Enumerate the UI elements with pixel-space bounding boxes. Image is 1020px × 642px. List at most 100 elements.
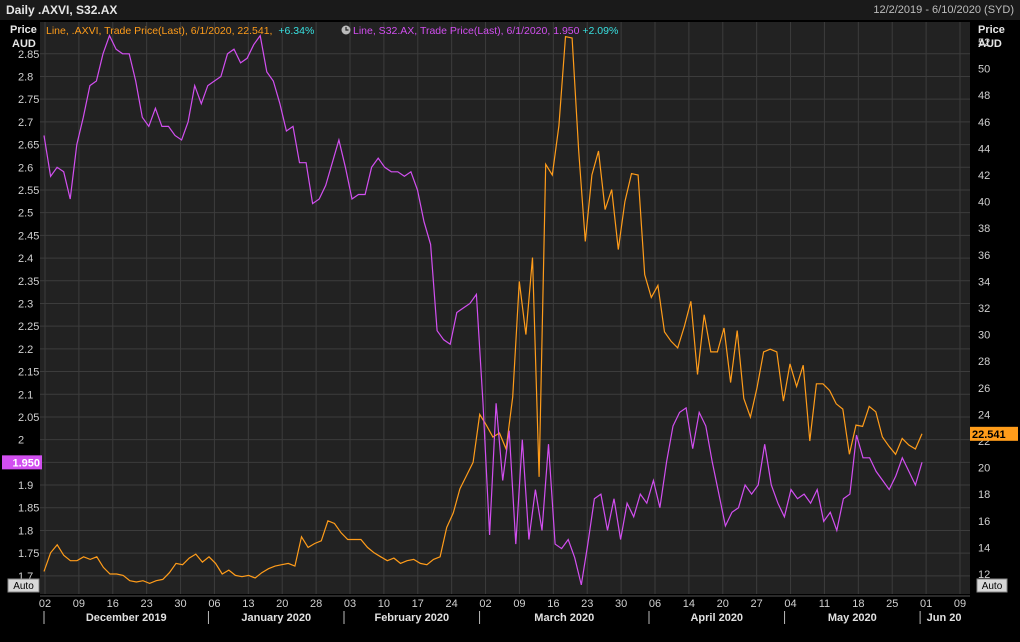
right-tick-label: 38 [978,223,990,235]
left-axis-title-price: Price [10,24,37,36]
month-label: Jun 20 [927,612,962,624]
x-tick-label: 18 [852,598,864,610]
x-tick-label: 28 [310,598,322,610]
x-tick-label: 17 [412,598,424,610]
x-tick-label: 03 [344,598,356,610]
left-tick-label: 2.65 [18,140,39,152]
left-tick-label: 2.3 [18,298,33,310]
right-tick-label: 52 [978,37,990,49]
x-tick-label: 23 [581,598,593,610]
clock-icon [341,25,351,35]
x-tick-label: 11 [819,598,830,610]
x-tick-label: 09 [954,598,966,610]
right-tick-label: 18 [978,489,990,501]
x-tick-label: 06 [649,598,661,610]
price-chart[interactable]: Line, .AXVI, Trade Price(Last), 6/1/2020… [0,20,1020,642]
legend-axvi: Line, .AXVI, Trade Price(Last), 6/1/2020… [46,25,272,37]
right-tick-label: 20 [978,463,990,475]
right-tick-label: 40 [978,197,990,209]
legend-2: Line, S32.AX, Trade Price(Last), 6/1/202… [353,25,618,37]
x-tick-label: 16 [107,598,119,610]
x-tick-label: 20 [717,598,729,610]
right-tick-label: 36 [978,250,990,262]
left-tick-label: 2.2 [18,344,33,356]
left-tick-label: 1.8 [18,525,33,537]
left-tick-label: 2.85 [18,49,39,61]
left-tick-label: 2.8 [18,71,33,83]
month-label: February 2020 [374,612,449,624]
x-tick-label: 02 [39,598,51,610]
right-tick-label: 50 [978,64,990,76]
right-tick-label: 14 [978,542,990,554]
series-line-s32 [43,34,923,586]
right-tick-label: 16 [978,516,990,528]
x-tick-label: 16 [547,598,559,610]
month-label: May 2020 [828,612,877,624]
month-label: March 2020 [534,612,594,624]
x-tick-label: 10 [378,598,390,610]
left-tick-label: 2 [18,435,24,447]
auto-scale-left-button[interactable]: Auto [7,578,40,593]
left-tick-label: 2.7 [18,117,33,129]
title-bar: Daily .AXVI, S32.AX 12/2/2019 - 6/10/202… [0,0,1020,21]
left-axis: 1.71.751.81.851.91.9522.052.12.152.22.25… [18,49,39,583]
x-tick-label: 02 [479,598,491,610]
legend-axvi-change: +6.34% [278,25,314,37]
x-tick-label: 23 [141,598,153,610]
left-tick-label: 1.9 [18,480,33,492]
left-tick-label: 2.1 [18,389,33,401]
right-axis: 1214161820222426283032343638404244464850… [978,37,990,581]
svg-text:Auto: Auto [13,581,34,592]
right-tick-label: 12 [978,569,990,581]
x-tick-label: 06 [208,598,220,610]
auto-scale-right-button[interactable]: Auto [976,578,1008,593]
right-tick-label: 34 [978,276,990,288]
left-tick-label: 2.45 [18,230,39,242]
right-tick-label: 46 [978,117,990,129]
x-tick-label: 13 [242,598,254,610]
x-tick-label: 04 [784,598,796,610]
legend: Line, .AXVI, Trade Price(Last), 6/1/2020… [46,25,314,37]
left-tick-label: 2.05 [18,412,39,424]
left-tick-label: 1.85 [18,503,39,515]
svg-text:Auto: Auto [982,581,1003,592]
month-label: April 2020 [690,612,743,624]
grid-lines [40,22,970,594]
right-axis-title-unit: AUD [978,38,1002,50]
right-tick-label: 26 [978,383,990,395]
right-value-tag: 22.541 [970,426,1018,441]
x-tick-label: 14 [683,598,695,610]
x-tick-label: 24 [446,598,458,610]
left-axis-title-unit: AUD [12,38,36,50]
x-tick-label: 25 [886,598,898,610]
right-tick-label: 48 [978,90,990,102]
left-tick-label: 2.55 [18,185,39,197]
series-line-axvi [43,35,923,585]
left-value-tag: 1.950 [2,455,42,470]
right-tick-label: 32 [978,303,990,315]
left-tick-label: 2.75 [18,94,39,106]
left-tick-label: 2.4 [18,253,33,265]
x-tick-label: 30 [615,598,627,610]
right-tick-label: 44 [978,143,990,155]
x-tick-label: 01 [920,598,932,610]
left-tick-label: 1.75 [18,548,39,560]
plot-area[interactable] [40,22,970,594]
right-tick-label: 30 [978,330,990,342]
left-tick-label: 2.15 [18,367,39,379]
date-range: 12/2/2019 - 6/10/2020 (SYD) [873,4,1014,16]
left-tick-label: 2.35 [18,276,39,288]
chart-title: Daily .AXVI, S32.AX [6,3,118,17]
left-tick-label: 2.25 [18,321,39,333]
month-label: December 2019 [86,612,167,624]
x-tick-label: 09 [513,598,525,610]
x-axis: 02 09 16 23 30 06 13 20 28 03 10 17 24 02 09 16 23 30 06 14… [39,595,970,624]
svg-text:22.541: 22.541 [972,429,1006,441]
x-tick-label: 27 [751,598,763,610]
x-tick-label: 09 [73,598,85,610]
x-tick-label: 20 [276,598,288,610]
legend-s32-change: +2.09% [582,25,618,37]
x-tick-label: 30 [174,598,186,610]
right-tick-label: 28 [978,356,990,368]
left-tick-label: 2.5 [18,208,33,220]
